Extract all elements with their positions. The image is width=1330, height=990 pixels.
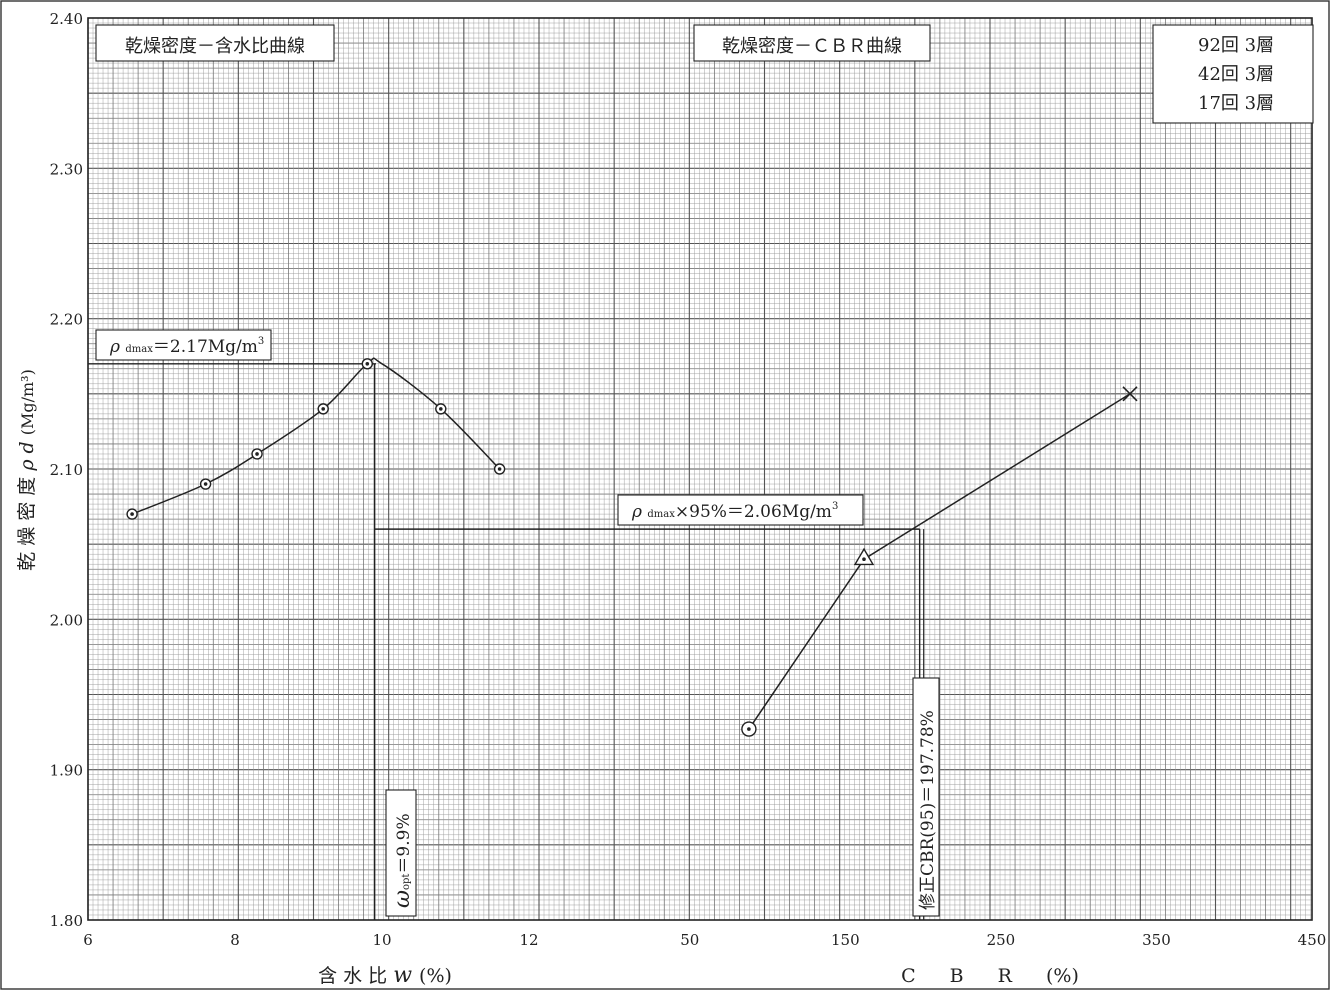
x-tick-label-right: 50 xyxy=(680,931,699,949)
compaction-point-dot xyxy=(255,452,259,456)
x-tick-label-right: 150 xyxy=(831,931,860,949)
chart-labels: 1.80 1.90 2.00 2.10 2.20 2.30 2.40 6 8 10 12 50 150 2… xyxy=(16,10,1326,988)
compaction-point xyxy=(126,508,138,520)
left-chart-title: 乾燥密度－含水比曲線 xyxy=(125,36,305,57)
x-tick-label-left: 8 xyxy=(230,931,240,949)
x-axis-label-right: C B R (%) xyxy=(901,965,1079,987)
x-tick-label-right: 450 xyxy=(1298,931,1327,949)
w-opt-value: ＝9.9% xyxy=(394,813,414,873)
compaction-point xyxy=(317,403,329,415)
compaction-point xyxy=(251,448,263,460)
compaction-point xyxy=(199,478,212,490)
compaction-point xyxy=(493,463,506,475)
cbr-point-42-shape xyxy=(853,547,875,566)
compaction-point-dot xyxy=(203,482,208,486)
compaction-curve xyxy=(131,357,501,515)
w-opt-label-box xyxy=(385,789,417,917)
right-chart-title-box xyxy=(693,24,931,62)
cbr-point-42 xyxy=(853,547,875,566)
x-axis-label-right-unit: (%) xyxy=(1046,965,1079,987)
rho-dmax-label: ρ dmax＝2.17Mg/m3 xyxy=(109,336,264,357)
x-axis-label-left-text: 含 水 比 xyxy=(318,965,393,987)
rho-dmax-label-rho: ρ xyxy=(109,337,125,357)
y-axis-label: 乾 燥 密 度 ρ d (Mg/m³) xyxy=(16,369,38,571)
w-opt-label: ωopt＝9.9% xyxy=(390,813,415,908)
rho-dmax-label-sup: 3 xyxy=(258,336,264,347)
cbr95-label-box xyxy=(912,677,940,917)
x-tick-label-right: 350 xyxy=(1142,931,1171,949)
x-axis-label-right-text: C B R xyxy=(901,965,1046,987)
rho-95-label: ρ dmax×95%＝2.06Mg/m3 xyxy=(631,501,838,522)
rho-95-label-box xyxy=(617,494,864,526)
legend-label: 42回 3層 xyxy=(1198,64,1274,85)
rho-95-label-mid: ×95%＝2.06Mg/m xyxy=(675,502,832,522)
cbr-point-17-dot xyxy=(747,727,751,731)
w-opt-sub: opt xyxy=(401,874,412,890)
x-tick-label-left: 6 xyxy=(83,931,93,949)
left-chart-title-box xyxy=(95,24,335,62)
y-tick-label: 2.30 xyxy=(50,160,83,178)
compaction-point-dot xyxy=(497,467,502,471)
y-tick-label: 1.90 xyxy=(50,762,83,780)
legend-label: 92回 3層 xyxy=(1198,35,1274,56)
x-tick-label-left: 10 xyxy=(372,931,391,949)
compaction-point xyxy=(361,358,373,370)
legend-label: 17回 3層 xyxy=(1198,93,1274,114)
compaction-point xyxy=(435,403,447,415)
cbr95-label: 修正CBR(95)＝197.78% xyxy=(918,710,938,910)
x-axis-label-left-symbol: w xyxy=(393,963,419,988)
y-tick-label: 1.80 xyxy=(50,912,83,930)
x-tick-label-right: 250 xyxy=(987,931,1016,949)
rho-95-label-rho: ρ xyxy=(631,502,647,522)
cbr-point-92 xyxy=(1122,386,1138,402)
w-opt-symbol: ω xyxy=(390,890,415,908)
y-tick-label: 2.10 xyxy=(50,461,83,479)
y-axis-label-text: 乾 燥 密 度 xyxy=(16,471,38,571)
cbr-point-92-b xyxy=(1122,386,1138,402)
compaction-point-dot xyxy=(439,407,443,411)
plot-frame xyxy=(87,17,1313,921)
cbr-point-42-dot xyxy=(862,557,866,561)
chart-markers xyxy=(126,37,1182,737)
x-tick-label-left: 12 xyxy=(519,931,538,949)
cbr-point-17 xyxy=(741,721,757,737)
x-axis-label-left-unit: (%) xyxy=(419,965,452,987)
y-axis-label-symbol: ρ d xyxy=(16,435,38,471)
y-tick-label: 2.00 xyxy=(50,611,83,629)
rho-dmax-label-sub: dmax xyxy=(125,344,153,355)
compaction-point-dot xyxy=(321,407,326,411)
x-axis-label-left: 含 水 比 w (%) xyxy=(318,963,452,988)
legend-box xyxy=(1152,24,1314,124)
compaction-point-dot xyxy=(130,512,134,516)
rho-dmax-label-box xyxy=(95,329,272,361)
y-tick-label: 2.20 xyxy=(50,311,83,329)
rho-dmax-label-mid: ＝2.17Mg/m xyxy=(153,337,258,357)
rho-95-label-sup: 3 xyxy=(832,501,838,512)
compaction-point-dot xyxy=(365,361,370,366)
y-axis-label-unit: (Mg/m³) xyxy=(18,369,37,435)
y-tick-label: 2.40 xyxy=(50,10,83,28)
right-chart-title: 乾燥密度－ＣＢＲ曲線 xyxy=(722,36,902,57)
rho-95-label-sub: dmax xyxy=(647,509,675,520)
